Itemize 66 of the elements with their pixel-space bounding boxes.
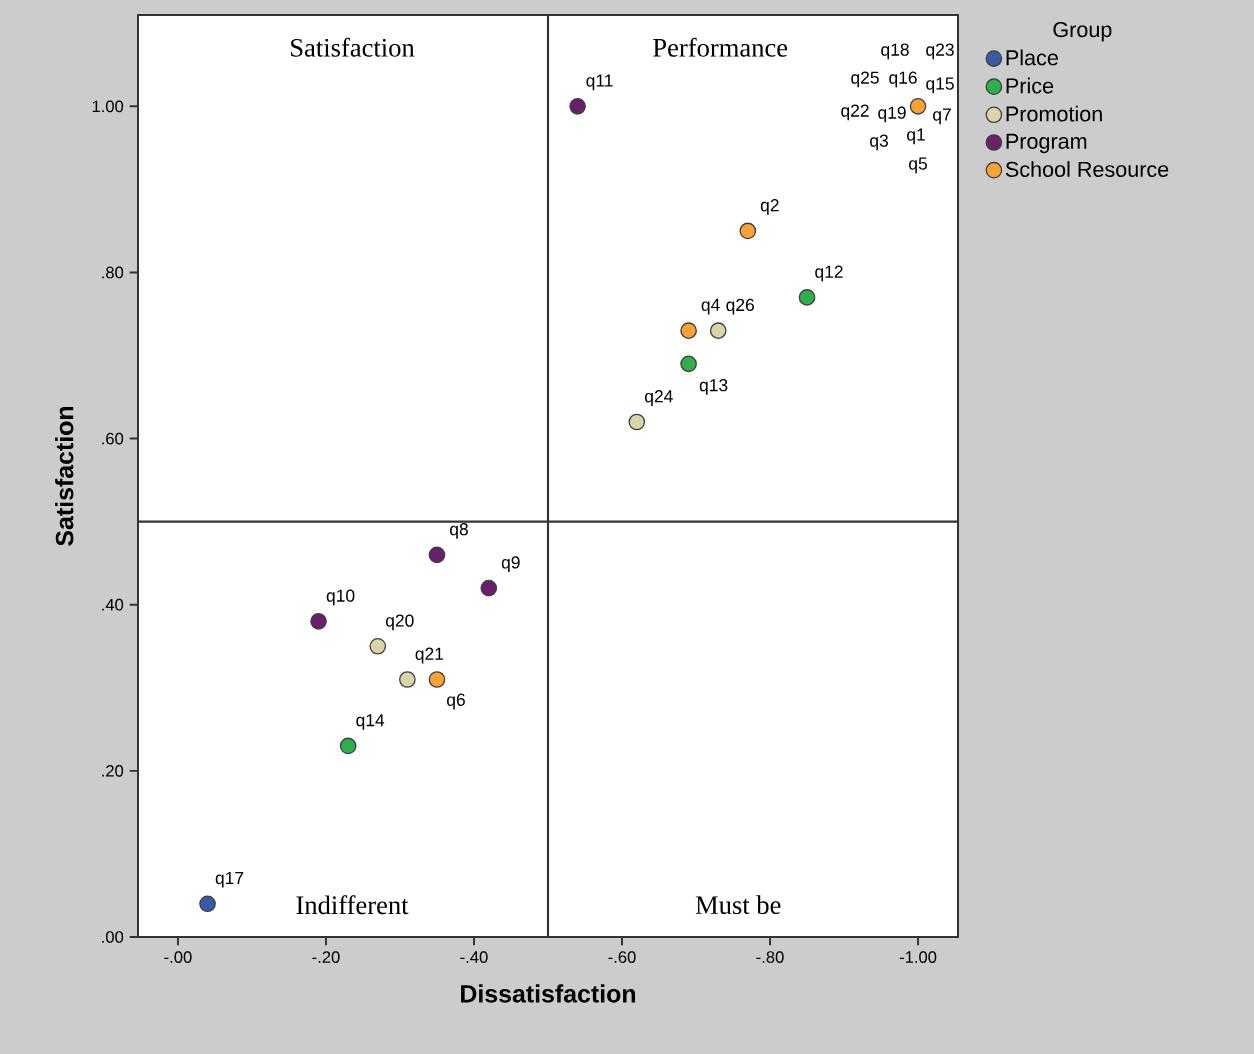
point — [428, 671, 446, 688]
annotation: q12 — [815, 265, 843, 282]
point — [369, 637, 387, 655]
annotation: q24 — [644, 390, 673, 406]
point — [199, 895, 216, 913]
annotation: Satisfaction — [291, 37, 415, 57]
point — [680, 355, 697, 373]
annotation: q17 — [215, 871, 244, 888]
x-tick-label: -.60 — [608, 951, 636, 963]
y-tick-label: 1.00 — [92, 100, 124, 113]
annotation: q13 — [699, 378, 728, 395]
legend-label: Promotion — [1006, 105, 1102, 122]
point — [628, 413, 646, 431]
y-tick-label: .80 — [102, 266, 124, 279]
annotation: q19 — [878, 106, 906, 123]
annotation: q7 — [933, 108, 951, 125]
x-tick-label: -.00 — [164, 951, 192, 963]
point — [680, 322, 697, 339]
annotation: q21 — [415, 647, 444, 664]
annotation: Performance — [653, 37, 788, 57]
annotation: q9 — [501, 556, 520, 573]
point — [399, 671, 416, 688]
y-tick-label: .00 — [102, 931, 124, 943]
y-tick-label: .40 — [102, 598, 124, 611]
annotation: q4 — [701, 298, 720, 315]
y-tick-label: .60 — [102, 432, 124, 445]
legend-label: Program — [1006, 133, 1087, 154]
x-axis-title: Dissatisfaction — [461, 984, 636, 1003]
point — [909, 98, 927, 115]
x-tick-label: -1.00 — [899, 951, 937, 963]
point — [709, 322, 727, 339]
annotation: q10 — [326, 589, 355, 606]
annotation: q16 — [889, 71, 917, 88]
point — [480, 579, 498, 597]
legend-label: Place — [1006, 49, 1058, 66]
legend-label: School Resource — [1005, 161, 1169, 177]
annotation: Indifferent — [296, 895, 409, 915]
annotation: Must be — [695, 895, 781, 915]
y-axis-title: Satisfaction — [55, 406, 74, 546]
x-tick-label: -.20 — [312, 951, 340, 963]
annotation: q26 — [726, 298, 754, 315]
legend-title: Group — [1053, 21, 1112, 42]
annotation: q8 — [450, 523, 468, 539]
annotation: q14 — [356, 714, 385, 730]
point — [798, 289, 816, 306]
point — [739, 222, 757, 240]
annotation: q1 — [907, 128, 925, 145]
legend-label: Price — [1006, 77, 1054, 94]
annotation: q2 — [760, 199, 779, 215]
annotation: q20 — [385, 614, 414, 631]
point — [428, 546, 446, 564]
x-tick-label: -.40 — [460, 951, 488, 963]
x-tick-label: -.80 — [756, 951, 784, 963]
point — [310, 613, 327, 630]
annotation: q22 — [841, 104, 869, 121]
annotation: q11 — [586, 74, 613, 91]
annotation: q18 — [881, 43, 909, 60]
annotation: q3 — [870, 134, 888, 151]
annotation: q6 — [447, 693, 465, 710]
y-tick-label: .20 — [102, 765, 124, 777]
annotation: q25 — [851, 71, 879, 88]
point — [339, 737, 357, 755]
annotation: q5 — [909, 157, 927, 174]
point — [569, 98, 586, 115]
annotation: q15 — [926, 77, 954, 94]
annotation: q23 — [926, 43, 954, 60]
